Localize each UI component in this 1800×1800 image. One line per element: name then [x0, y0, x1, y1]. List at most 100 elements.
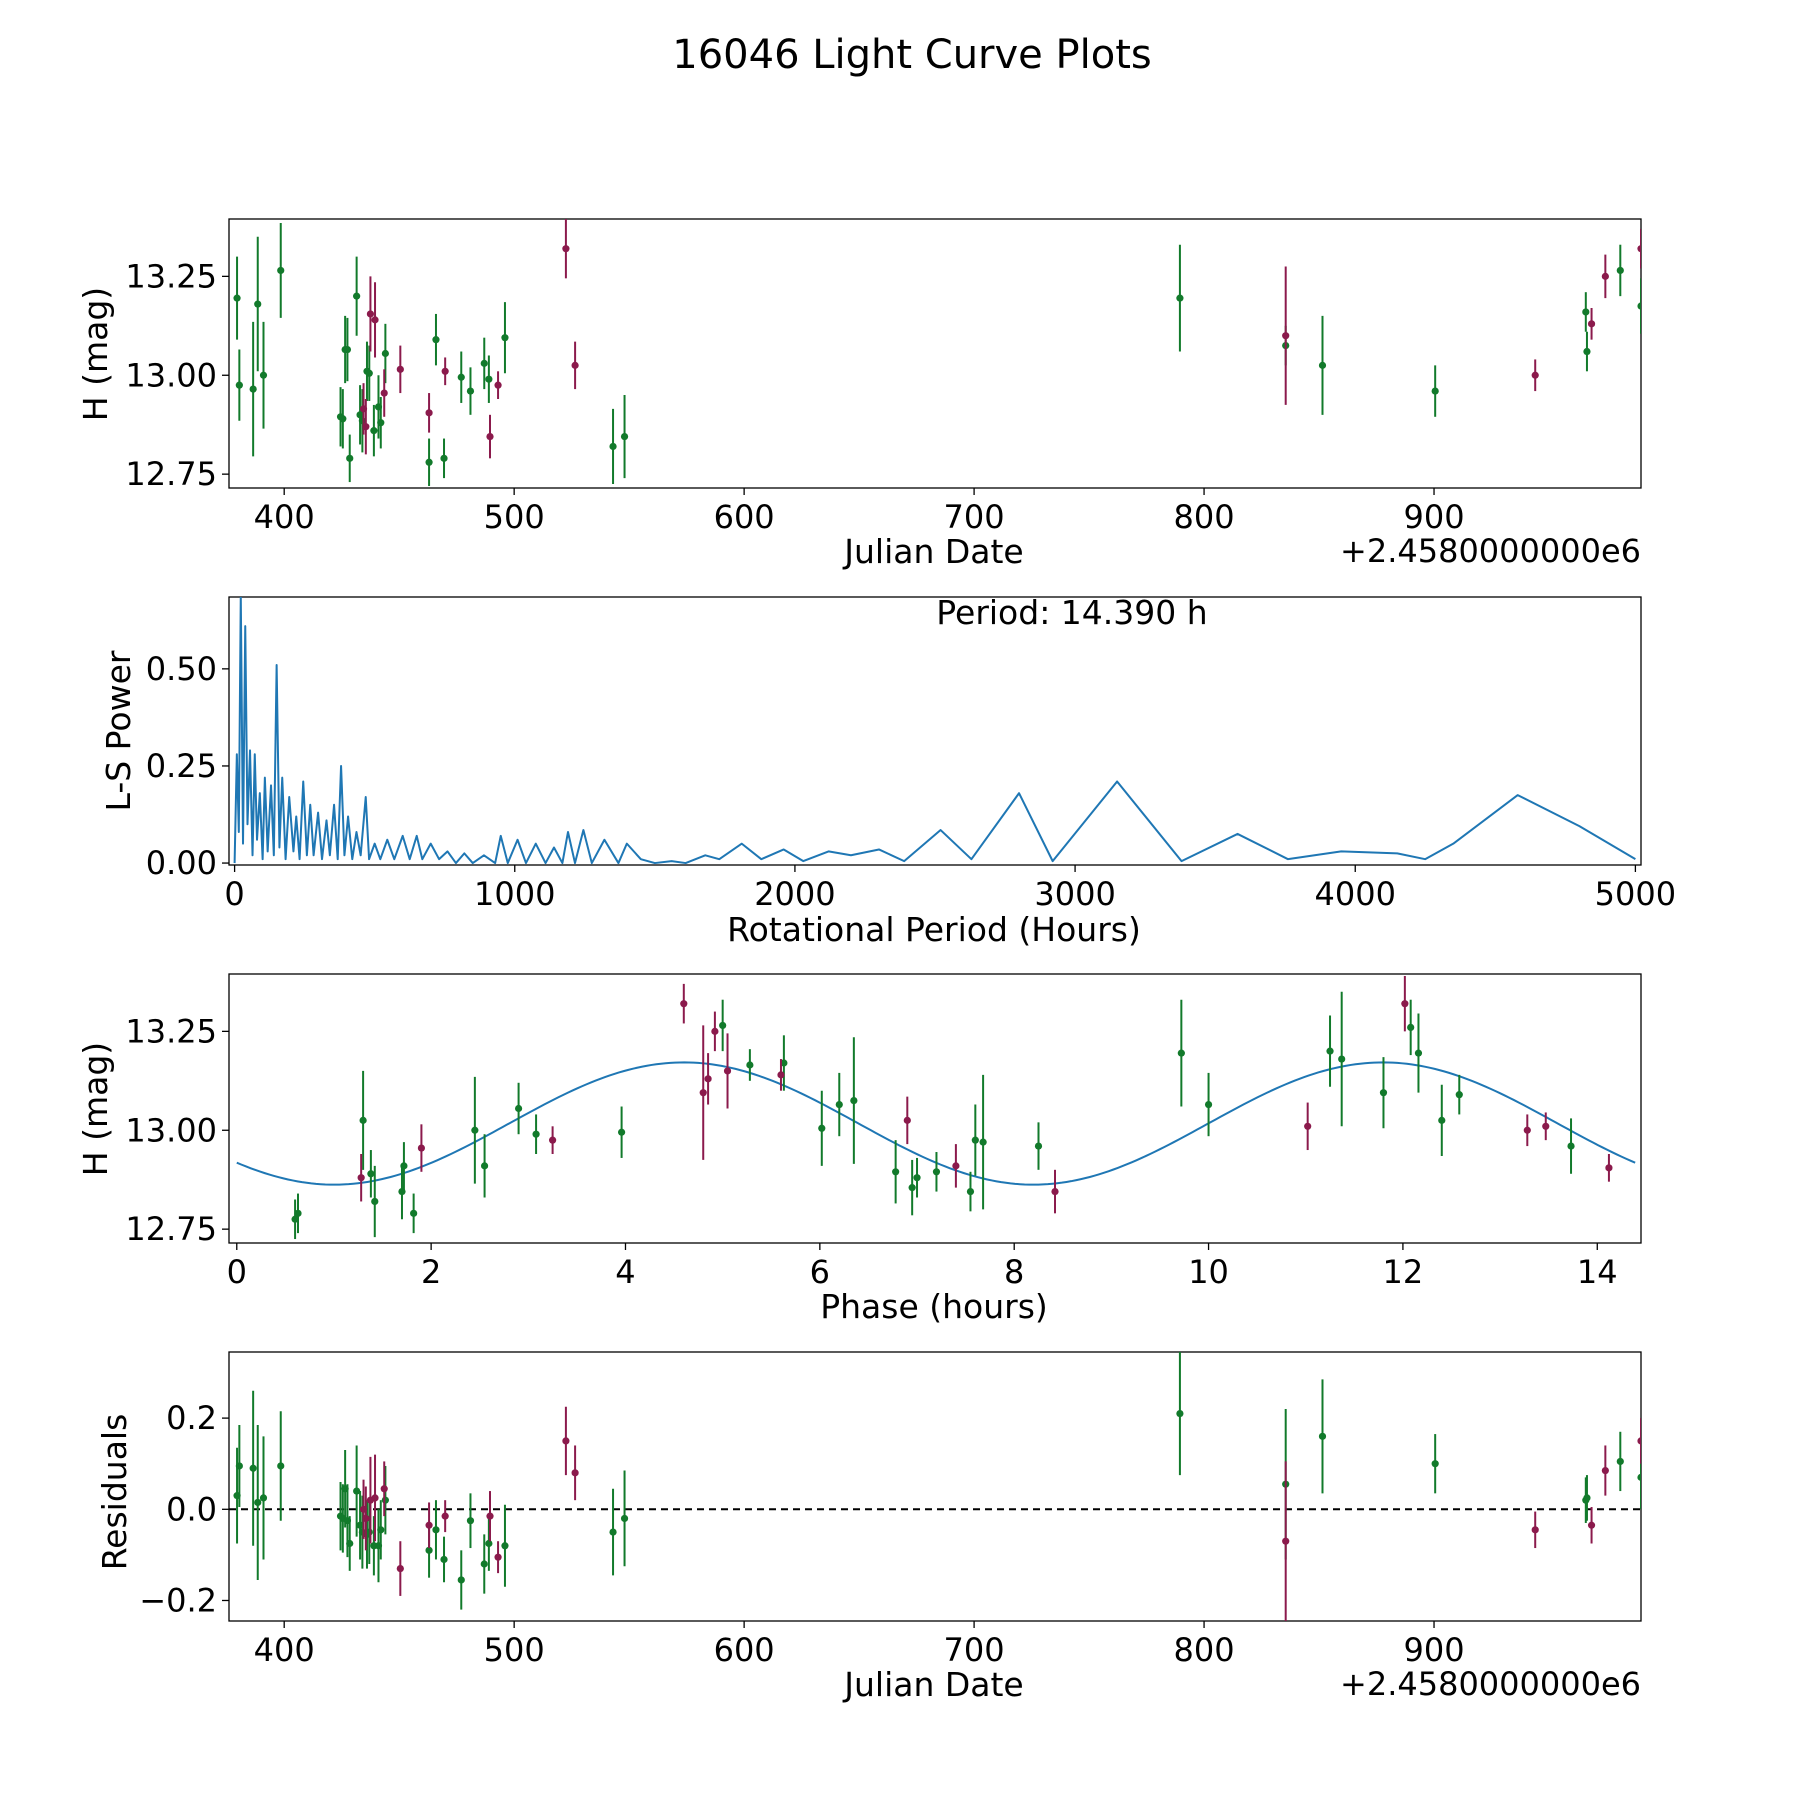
- phased-data-point: [367, 1170, 375, 1178]
- lightcurve-data-point: [485, 375, 493, 383]
- residuals-data-point: [1583, 1494, 1591, 1502]
- phased-data-point: [780, 1059, 788, 1067]
- phased-data-point: [711, 1027, 719, 1035]
- residuals-data-point: [259, 1494, 268, 1502]
- lightcurve-y-label: H (mag): [76, 287, 115, 421]
- lightcurve-data-point: [362, 423, 370, 431]
- residuals-data-point: [480, 1560, 488, 1568]
- phased-data-point: [892, 1168, 900, 1176]
- lightcurve-y-ticks: 12.75 13.00 13.25: [125, 257, 229, 493]
- residuals-data-point: [441, 1512, 449, 1520]
- lightcurve-data-point: [457, 373, 465, 381]
- lightcurve-data-point: [1582, 308, 1590, 316]
- lightcurve-panel: 400 500 600 700 800 900 12.75 13.00 13.25 Julia…: [76, 218, 1642, 571]
- periodogram-x-tick-label: 0: [224, 875, 244, 913]
- phased-data-point: [471, 1126, 479, 1134]
- periodogram-y-tick-label: 0.50: [146, 650, 217, 688]
- phased-data-point: [398, 1187, 406, 1196]
- residuals-data-point: [371, 1494, 379, 1502]
- residuals-x-offset: +2.4580000000e6: [1340, 1665, 1641, 1703]
- residuals-data-point: [346, 1539, 354, 1548]
- residuals-data-point: [494, 1553, 502, 1561]
- phased-data-point: [1605, 1164, 1613, 1172]
- lightcurve-data-point: [1531, 371, 1539, 379]
- lightcurve-data-point: [494, 381, 502, 389]
- lightcurve-data-point: [1601, 272, 1609, 280]
- periodogram-panel: 0 1000 2000 3000 4000 5000 0.00 0.25 0.50 Perio…: [99, 593, 1676, 949]
- lightcurve-data-point: [1616, 266, 1624, 275]
- phased-data-point: [1204, 1100, 1213, 1109]
- phased-data-point: [777, 1071, 785, 1079]
- lightcurve-y-tick-label: 12.75: [125, 455, 217, 493]
- phased-data-point: [850, 1096, 858, 1105]
- lightcurve-y-tick-label: 13.00: [125, 356, 217, 394]
- periodogram-x-tick-label: 5000: [1595, 875, 1676, 913]
- phased-data-point: [549, 1136, 557, 1144]
- phased-x-tick-label: 2: [421, 1253, 441, 1291]
- figure-title: 16046 Light Curve Plots: [672, 32, 1151, 78]
- residuals-x-tick-label: 500: [484, 1631, 545, 1669]
- residuals-y-ticks: −0.2 0.0 0.2: [139, 1399, 229, 1619]
- residuals-x-tick-label: 600: [714, 1631, 775, 1669]
- lightcurve-data-point: [480, 359, 488, 367]
- phased-data-point: [514, 1104, 523, 1113]
- phased-data-point: [1455, 1091, 1463, 1099]
- lightcurve-data-point: [235, 381, 243, 389]
- lightcurve-data-point: [1637, 302, 1641, 310]
- periodogram-y-ticks: 0.00 0.25 0.50: [146, 650, 229, 882]
- phased-data-point: [1177, 1049, 1185, 1057]
- periodogram-y-tick-label: 0.00: [146, 844, 217, 882]
- phased-data-points: [236, 975, 1636, 1240]
- residuals-data-point: [457, 1576, 465, 1584]
- phased-x-tick-label: 14: [1577, 1253, 1618, 1291]
- phased-y-ticks: 12.75 13.00 13.25: [125, 1012, 229, 1248]
- lightcurve-data-point: [249, 385, 257, 393]
- residuals-data-point: [1616, 1457, 1624, 1466]
- phased-axes-frame: [228, 973, 1642, 1244]
- lightcurve-data-point: [620, 432, 629, 441]
- phased-data-point: [1401, 1000, 1409, 1008]
- residuals-data-point: [440, 1555, 448, 1564]
- periodogram-y-tick-label: 0.25: [146, 747, 217, 785]
- lightcurve-y-tick-label: 13.25: [125, 257, 217, 295]
- periodogram-x-tick-label: 3000: [1034, 875, 1115, 913]
- phased-data-point: [1338, 1055, 1346, 1063]
- lightcurve-data-point: [346, 454, 354, 462]
- residuals-data-point: [1601, 1466, 1609, 1475]
- residuals-data-point: [486, 1512, 494, 1520]
- phased-data-point: [818, 1124, 826, 1132]
- residuals-data-point: [425, 1521, 433, 1529]
- phased-data-point: [835, 1100, 843, 1109]
- residuals-data-point: [1318, 1432, 1327, 1440]
- periodogram-x-ticks: 0 1000 2000 3000 4000 5000: [224, 865, 1676, 913]
- periodogram-line-group: [233, 597, 1636, 865]
- phased-data-point: [357, 1174, 365, 1182]
- phased-data-point: [932, 1168, 941, 1176]
- phased-data-point: [719, 1021, 727, 1030]
- residuals-data-point: [609, 1528, 617, 1536]
- phased-data-point: [1407, 1023, 1415, 1032]
- phased-data-point: [1034, 1142, 1043, 1150]
- lightcurve-data-points: [233, 219, 1641, 487]
- lightcurve-data-point: [1587, 320, 1596, 328]
- residuals-data-point: [249, 1464, 257, 1472]
- residuals-y-tick-label: 0.0: [166, 1490, 217, 1528]
- residuals-data-point: [485, 1539, 493, 1548]
- lightcurve-x-tick-label: 600: [714, 498, 775, 536]
- phased-data-point: [971, 1136, 979, 1144]
- phased-x-tick-label: 10: [1188, 1253, 1229, 1291]
- lightcurve-data-point: [1176, 294, 1184, 302]
- residuals-data-point: [235, 1462, 243, 1470]
- phased-data-point: [1567, 1142, 1575, 1150]
- phased-data-point: [1414, 1049, 1423, 1057]
- residuals-data-point: [1637, 1437, 1641, 1445]
- phased-data-point: [1542, 1122, 1550, 1130]
- lightcurve-x-tick-label: 900: [1403, 498, 1464, 536]
- lightcurve-data-point: [277, 266, 285, 275]
- lightcurve-data-point: [1431, 387, 1439, 395]
- phased-data-point: [979, 1138, 987, 1146]
- phased-data-point: [903, 1116, 911, 1124]
- phased-data-point: [359, 1116, 367, 1124]
- periodogram-power-line: [233, 597, 1636, 865]
- lightcurve-data-point: [259, 371, 268, 379]
